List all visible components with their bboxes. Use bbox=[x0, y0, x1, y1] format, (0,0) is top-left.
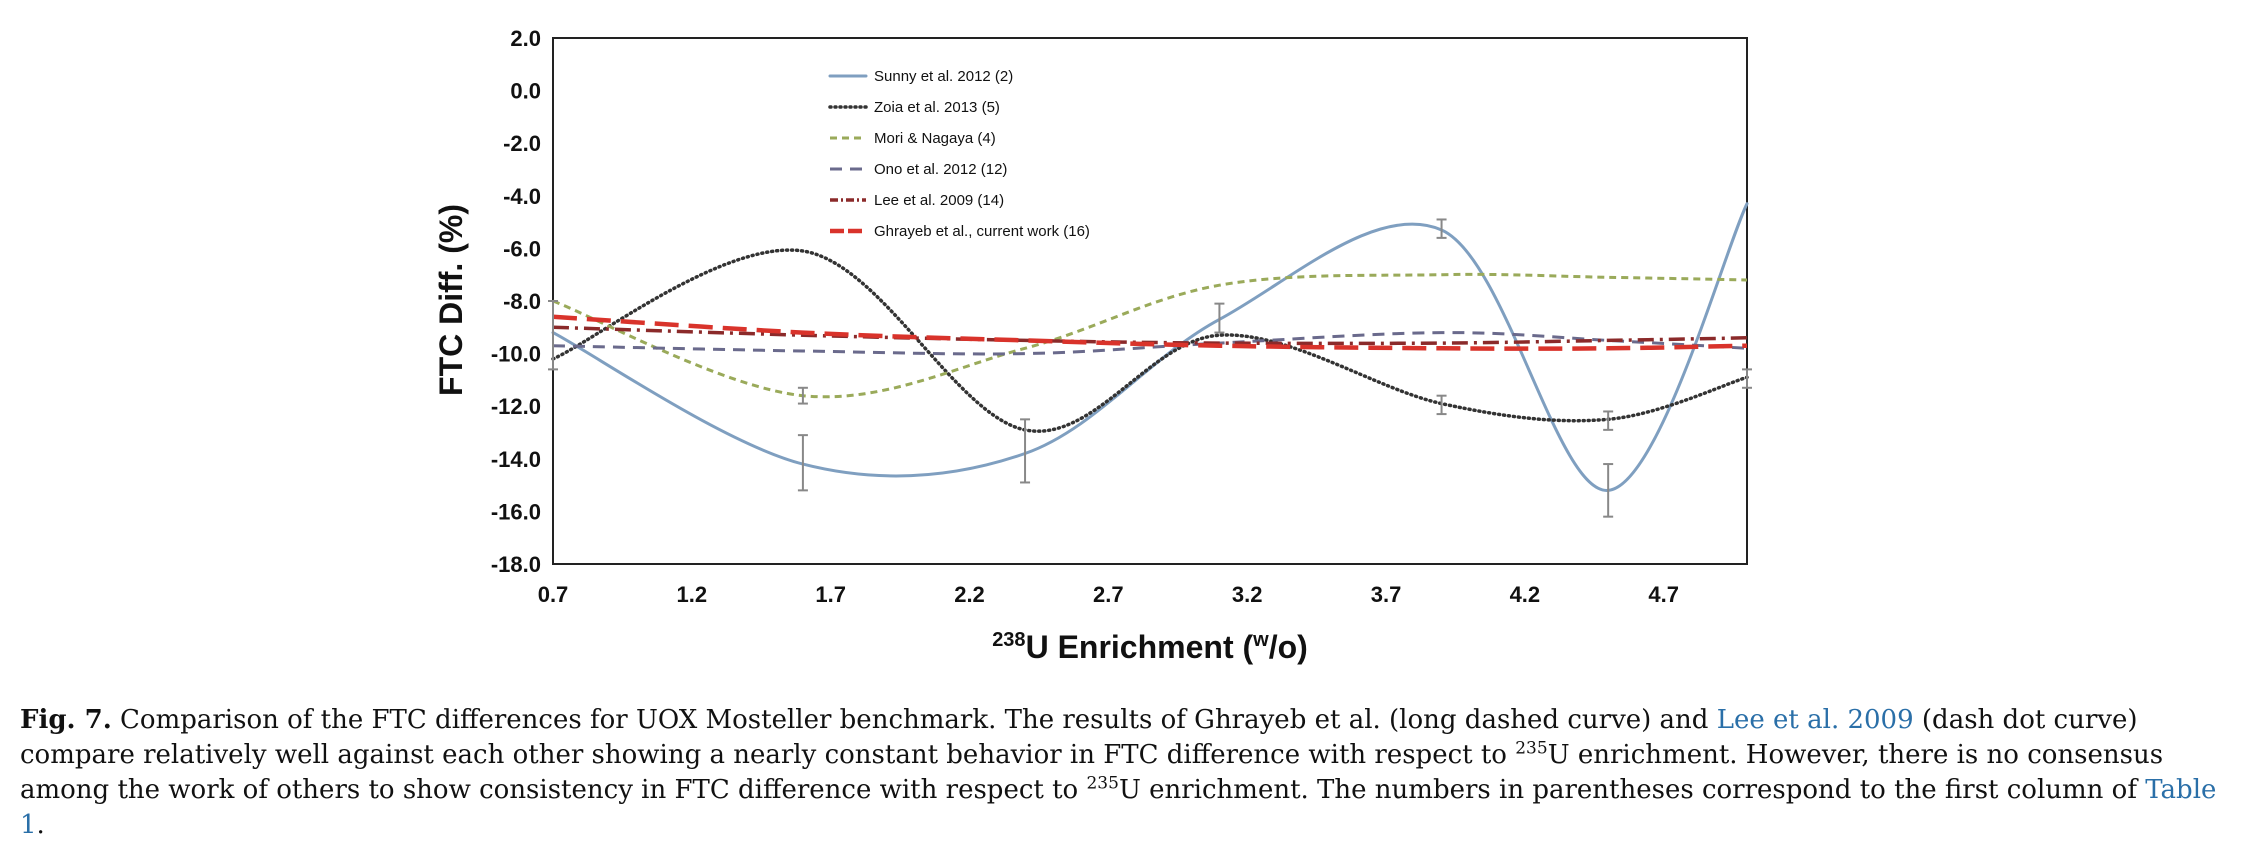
ftc-diff-chart: 2.0 0.0 -2.0 -4.0 -6.0 -8.0 -10.0 -12.0 -14.0 -16… bbox=[433, 26, 1752, 665]
error-bar bbox=[1603, 463, 1614, 518]
legend-label: Lee et al. 2009 (14) bbox=[874, 192, 1004, 209]
x-axis-title-end: /o) bbox=[1269, 629, 1308, 665]
y-axis-title: FTC Diff. (%) bbox=[433, 204, 469, 396]
series-line-0 bbox=[551, 202, 1749, 492]
caption-sup-2: 235 bbox=[1086, 773, 1119, 794]
error-bar bbox=[1436, 218, 1447, 239]
caption-text-3: U enrichment. However, there is no conse… bbox=[20, 740, 2164, 805]
x-tick-label: 4.2 bbox=[1510, 582, 1541, 607]
error-bar bbox=[1020, 418, 1031, 484]
series-line-5 bbox=[552, 314, 1748, 351]
x-tick-label: 3.7 bbox=[1371, 582, 1402, 607]
y-tick-label: 0.0 bbox=[510, 79, 541, 104]
y-tick-label: -12.0 bbox=[491, 394, 541, 419]
caption-text-5: . bbox=[36, 810, 45, 840]
x-tick-label: 4.7 bbox=[1648, 582, 1679, 607]
y-tick-label: -10.0 bbox=[491, 342, 541, 367]
caption-text-2: (dash dot curve) compare relatively well… bbox=[20, 705, 2138, 770]
legend-label: Ono et al. 2012 (12) bbox=[874, 161, 1007, 178]
caption-link-lee-2009[interactable]: Lee et al. 2009 bbox=[1716, 705, 1914, 735]
y-tick-label: 2.0 bbox=[510, 26, 541, 51]
caption-text-1: Comparison of the FTC differences for UO… bbox=[111, 705, 1717, 735]
error-bar bbox=[797, 386, 808, 405]
error-bar bbox=[1436, 394, 1447, 416]
x-tick-label: 2.7 bbox=[1093, 582, 1124, 607]
error-bar bbox=[1603, 410, 1614, 431]
x-tick-label: 1.7 bbox=[815, 582, 846, 607]
error-bar bbox=[1214, 302, 1225, 334]
plot-frame bbox=[552, 37, 1748, 565]
x-axis-title-main: U Enrichment ( bbox=[1026, 629, 1254, 665]
legend-label: Ghrayeb et al., current work (16) bbox=[874, 223, 1090, 240]
y-tick-label: -14.0 bbox=[491, 447, 541, 472]
x-axis-title-sup: 238 bbox=[992, 629, 1025, 651]
y-tick-label: -18.0 bbox=[491, 552, 541, 577]
figure: 2.0 0.0 -2.0 -4.0 -6.0 -8.0 -10.0 -12.0 -14.0 -16… bbox=[433, 26, 1752, 665]
x-axis-title: 238U Enrichment (w/o) bbox=[992, 629, 1308, 665]
caption-text-4: U enrichment. The numbers in parentheses… bbox=[1118, 775, 2146, 805]
x-tick-label: 3.2 bbox=[1232, 582, 1263, 607]
error-bar bbox=[548, 300, 558, 371]
y-tick-label: -16.0 bbox=[491, 499, 541, 524]
y-tick-label: -6.0 bbox=[503, 236, 541, 261]
x-axis-ticks: 0.7 1.2 1.7 2.2 2.7 3.2 3.7 4.2 4.7 bbox=[538, 582, 1679, 607]
series-layer bbox=[551, 202, 1749, 492]
x-tick-label: 2.2 bbox=[954, 582, 985, 607]
legend-label: Mori & Nagaya (4) bbox=[874, 130, 996, 147]
error-bar bbox=[1742, 368, 1752, 389]
series-line-1 bbox=[551, 248, 1749, 433]
legend-label: Sunny et al. 2012 (2) bbox=[874, 68, 1013, 85]
figure-caption: Fig. 7. Comparison of the FTC difference… bbox=[20, 703, 2235, 843]
x-tick-label: 1.2 bbox=[677, 582, 708, 607]
legend: Sunny et al. 2012 (2) Zoia et al. 2013 (5… bbox=[828, 68, 1090, 240]
legend-label: Zoia et al. 2013 (5) bbox=[874, 99, 1000, 116]
x-tick-label: 0.7 bbox=[538, 582, 569, 607]
y-tick-label: -2.0 bbox=[503, 131, 541, 156]
caption-label: Fig. 7. bbox=[20, 705, 112, 735]
y-tick-label: -8.0 bbox=[503, 289, 541, 314]
y-axis-ticks: 2.0 0.0 -2.0 -4.0 -6.0 -8.0 -10.0 -12.0 -14.0 -16… bbox=[491, 26, 541, 577]
error-bar bbox=[797, 434, 808, 492]
series-line-2 bbox=[552, 272, 1748, 399]
x-axis-title-sup2: w bbox=[1252, 629, 1269, 651]
series-line-4 bbox=[552, 325, 1748, 346]
y-tick-label: -4.0 bbox=[503, 184, 541, 209]
caption-sup-1: 235 bbox=[1515, 738, 1548, 759]
error-bars bbox=[548, 218, 1752, 518]
